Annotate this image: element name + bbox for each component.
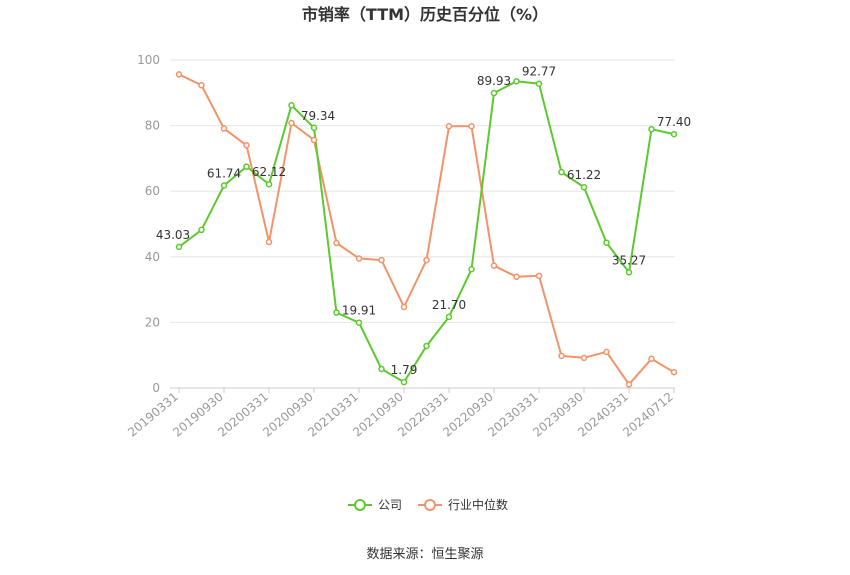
data-point-company bbox=[445, 313, 453, 321]
data-point-industry-median bbox=[310, 136, 318, 144]
data-label: 43.03 bbox=[156, 228, 190, 242]
data-point-company bbox=[265, 180, 273, 188]
data-label: 61.22 bbox=[567, 168, 601, 182]
data-point-industry-median bbox=[265, 238, 273, 246]
x-tick-label: 20240712 bbox=[620, 390, 676, 440]
data-point-company bbox=[423, 342, 430, 350]
data-point-company bbox=[513, 78, 520, 85]
data-point-company bbox=[220, 182, 228, 189]
data-point-industry-median bbox=[535, 272, 543, 280]
data-point-company bbox=[175, 243, 183, 251]
data-point-industry-median bbox=[355, 255, 363, 262]
data-point-industry-median bbox=[625, 381, 633, 388]
chart-title: 市销率（TTM）历史百分位（%） bbox=[302, 5, 548, 24]
data-label: 21.70 bbox=[432, 298, 466, 312]
data-point-company bbox=[468, 266, 475, 273]
data-point-company bbox=[243, 163, 250, 170]
data-point-industry-median bbox=[468, 123, 475, 130]
legend-item-industry-median[interactable]: 行业中位数 bbox=[418, 497, 508, 512]
data-point-company bbox=[400, 378, 408, 386]
data-point-company bbox=[288, 102, 295, 109]
y-tick-label: 20 bbox=[145, 315, 160, 329]
data-point-industry-median bbox=[198, 82, 205, 89]
data-point-industry-median bbox=[648, 355, 655, 363]
data-label: 77.40 bbox=[657, 115, 691, 129]
data-point-industry-median bbox=[513, 273, 520, 281]
data-label: 89.93 bbox=[477, 74, 511, 88]
data-label: 35.27 bbox=[612, 253, 646, 267]
y-tick-label: 0 bbox=[152, 381, 160, 395]
series-line-industry-median bbox=[178, 73, 675, 387]
series-line-company bbox=[178, 80, 675, 384]
data-point-company bbox=[603, 239, 610, 246]
data-point-industry-median bbox=[400, 303, 408, 311]
data-label: 79.34 bbox=[301, 109, 335, 123]
data-label: 1.79 bbox=[391, 363, 418, 377]
data-point-industry-median bbox=[220, 125, 228, 132]
data-point-company bbox=[333, 309, 340, 316]
data-point-industry-median bbox=[490, 262, 498, 269]
legend-marker-industry-median bbox=[424, 499, 436, 511]
legend-label-company: 公司 bbox=[378, 498, 402, 512]
data-point-industry-median bbox=[175, 71, 183, 78]
data-point-industry-median bbox=[243, 142, 250, 149]
data-label: 92.77 bbox=[522, 65, 556, 79]
y-tick-label: 60 bbox=[145, 184, 160, 198]
legend-marker-company bbox=[354, 499, 366, 511]
y-tick-label: 100 bbox=[137, 53, 160, 67]
data-point-industry-median bbox=[558, 352, 565, 360]
data-labels: 43.03 61.74 62.12 79.34 19.91 1.79 21.70 89.93 9… bbox=[156, 65, 691, 377]
data-point-company bbox=[198, 226, 205, 234]
data-point-industry-median bbox=[288, 119, 295, 127]
series-lines bbox=[178, 73, 675, 387]
data-point-company bbox=[355, 319, 363, 326]
data-source: 数据来源：恒生聚源 bbox=[366, 547, 483, 562]
data-point-industry-median bbox=[333, 239, 340, 247]
data-point-company bbox=[625, 269, 633, 276]
data-point-industry-median bbox=[445, 123, 453, 130]
x-axis: 2019033120190930202003312020093020210331… bbox=[125, 387, 676, 440]
data-point-industry-median bbox=[378, 256, 385, 264]
legend-item-company[interactable]: 公司 bbox=[348, 498, 402, 512]
data-point-company bbox=[310, 124, 318, 132]
data-point-company bbox=[580, 183, 588, 191]
data-point-industry-median bbox=[423, 256, 430, 264]
y-tick-label: 40 bbox=[145, 250, 160, 264]
data-point-industry-median bbox=[670, 369, 678, 376]
data-point-company bbox=[648, 125, 655, 133]
data-point-industry-median bbox=[580, 354, 588, 362]
data-point-industry-median bbox=[603, 348, 610, 356]
data-point-company bbox=[490, 89, 498, 97]
legend: 公司 行业中位数 bbox=[348, 497, 508, 512]
y-tick-label: 80 bbox=[145, 119, 160, 133]
data-point-company bbox=[535, 80, 543, 87]
series-points bbox=[175, 71, 678, 388]
data-label: 61.74 bbox=[207, 166, 241, 180]
y-axis-ticks: 0 20 40 60 80 100 bbox=[137, 53, 160, 395]
data-point-company bbox=[670, 130, 678, 138]
legend-label-industry-median: 行业中位数 bbox=[448, 497, 508, 512]
data-point-company bbox=[378, 365, 385, 373]
data-point-company bbox=[558, 168, 565, 176]
data-label: 62.12 bbox=[252, 165, 286, 179]
data-label: 19.91 bbox=[342, 304, 376, 318]
